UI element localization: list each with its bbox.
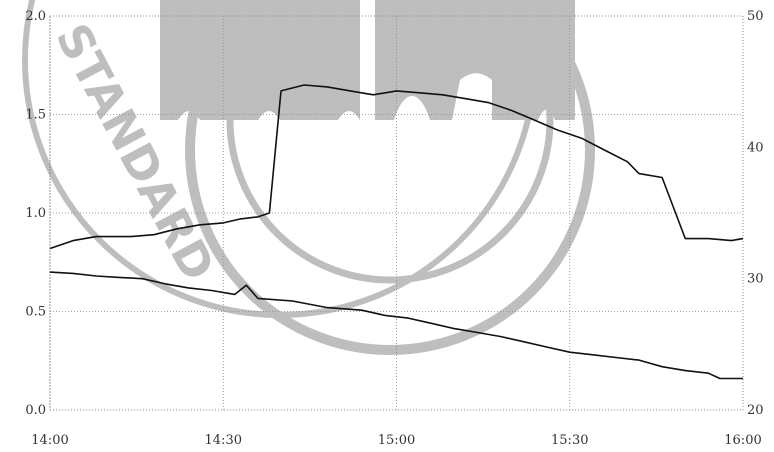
series-line-2 <box>49 271 743 380</box>
watermark-seal: STANDARD <box>22 0 595 355</box>
x-tick-label: 15:30 <box>551 433 588 448</box>
x-tick-label: 14:30 <box>205 433 242 448</box>
x-tick-label: 15:00 <box>378 433 415 448</box>
y-left-tick-label: 1.0 <box>25 206 46 221</box>
x-tick-label: 16:00 <box>724 433 761 448</box>
x-tick-label: 14:00 <box>31 433 68 448</box>
grid <box>49 15 744 411</box>
y-right-tick-label: 30 <box>747 272 764 287</box>
y-left-tick-label: 0.0 <box>25 403 46 418</box>
y-right-axis-ticks: 20 30 40 50 <box>747 9 764 418</box>
y-left-tick-label: 0.5 <box>25 305 46 320</box>
y-left-axis-ticks: 0.0 0.5 1.0 1.5 2.0 <box>25 9 46 418</box>
y-right-tick-label: 50 <box>747 9 764 24</box>
x-axis-ticks: 14:00 14:30 15:00 15:30 16:00 <box>31 433 761 448</box>
y-left-tick-label: 1.5 <box>25 108 46 123</box>
series-line-1 <box>49 84 744 250</box>
y-left-tick-label: 2.0 <box>25 9 46 24</box>
series-group <box>49 84 744 380</box>
y-right-tick-label: 40 <box>747 140 764 155</box>
y-right-tick-label: 20 <box>747 403 764 418</box>
